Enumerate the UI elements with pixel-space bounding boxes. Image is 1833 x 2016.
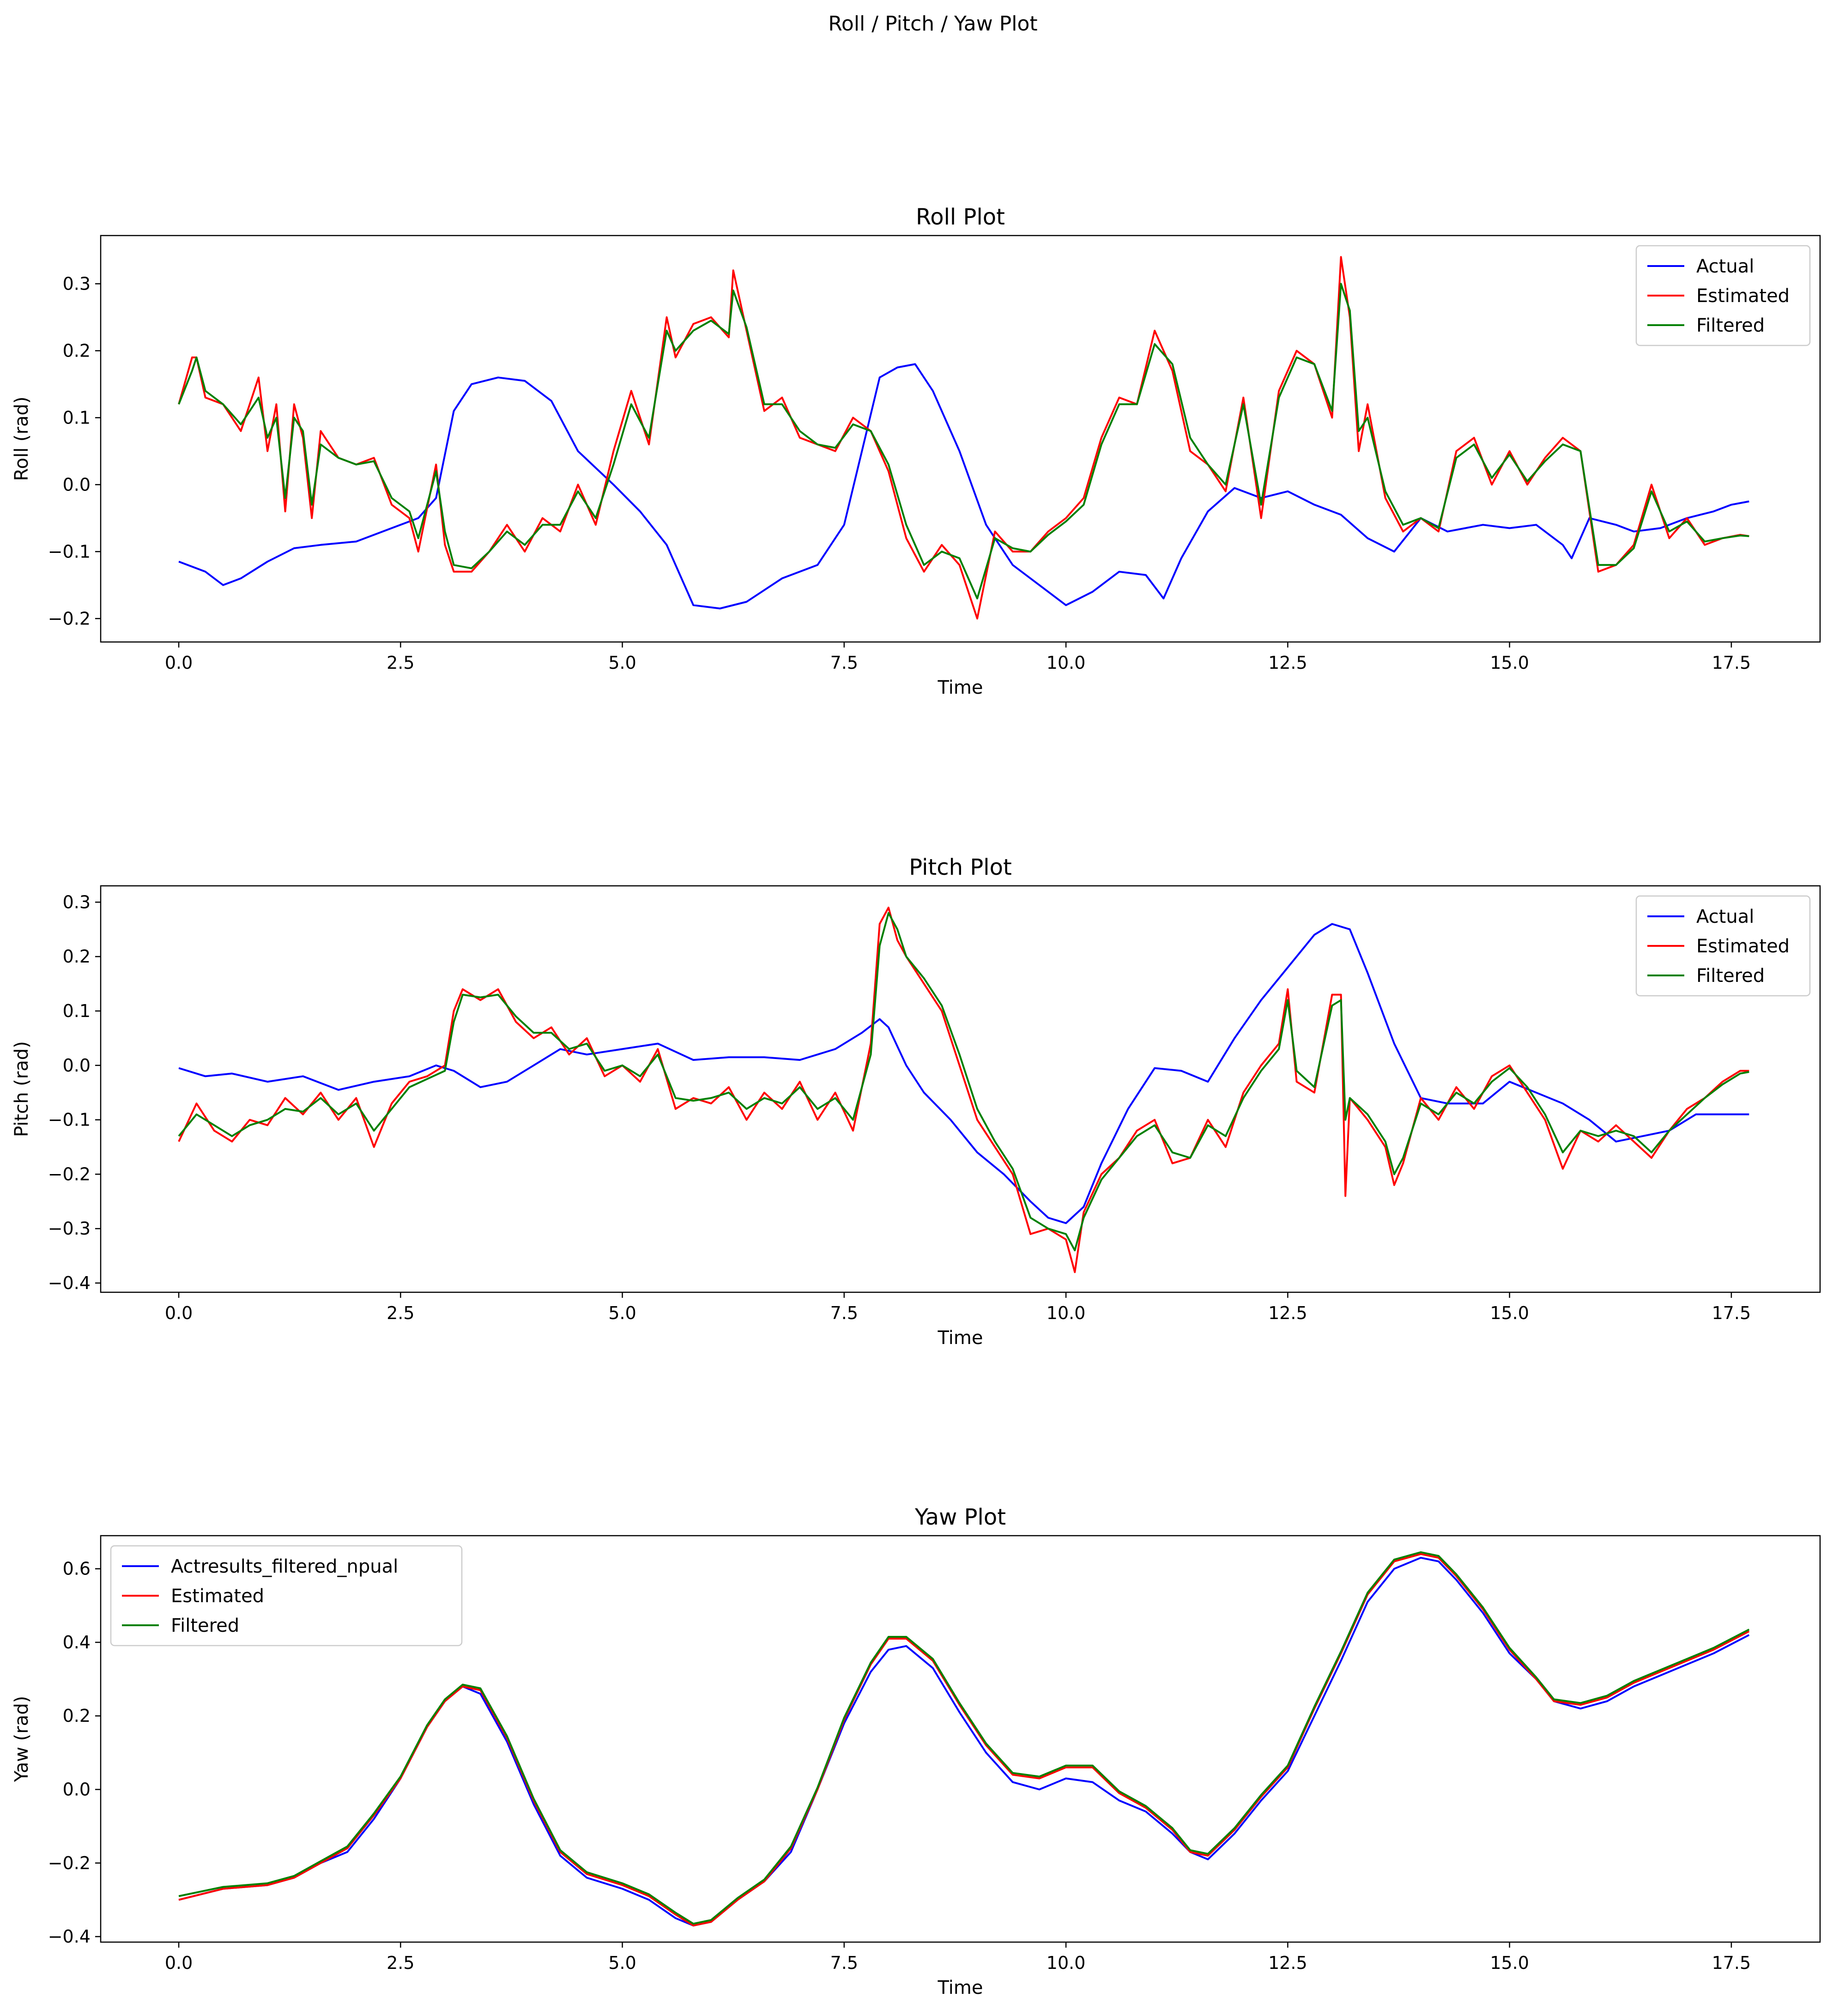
x-tick-label: 0.0 (165, 1953, 193, 1973)
y-tick-label: 0.2 (63, 1706, 91, 1726)
x-tick-label: 7.5 (830, 1953, 858, 1973)
series-line-estimated (178, 1553, 1750, 1927)
x-tick-label: 15.0 (1490, 653, 1529, 673)
x-tick-label: 0.0 (165, 653, 193, 673)
y-axis-label: Roll (rad) (11, 397, 32, 481)
y-tick-label: 0.0 (63, 474, 91, 495)
y-tick-label: 0.0 (63, 1055, 91, 1076)
series-line-estimated (178, 907, 1749, 1273)
x-axis-label: Time (938, 1977, 983, 1998)
series-line-filtered (178, 283, 1749, 599)
legend-label: Estimated (171, 1586, 264, 1607)
x-tick-label: 15.0 (1490, 1953, 1529, 1973)
y-tick-label: −0.3 (48, 1218, 91, 1239)
plot-frame (100, 1535, 1821, 1943)
x-axis-label: Time (938, 677, 983, 698)
y-tick-label: 0.3 (63, 273, 91, 294)
legend-label: Filtered (1696, 315, 1765, 336)
plot-frame (100, 885, 1821, 1293)
legend-box (1635, 895, 1811, 997)
y-tick-label: 0.4 (63, 1632, 91, 1653)
x-tick-label: 15.0 (1490, 1303, 1529, 1323)
x-tick-label: 0.0 (165, 1303, 193, 1323)
y-axis-label: Yaw (rad) (11, 1696, 32, 1782)
y-tick-label: −0.2 (48, 1164, 91, 1184)
x-tick-label: 10.0 (1047, 1953, 1086, 1973)
figure-suptitle: Roll / Pitch / Yaw Plot (828, 12, 1037, 36)
x-tick-label: 5.0 (608, 1303, 636, 1323)
y-tick-label: −0.4 (48, 1273, 91, 1293)
y-tick-label: 0.6 (63, 1559, 91, 1579)
legend-label: Actresults_filtered_npual (171, 1556, 398, 1577)
x-tick-label: 12.5 (1268, 1953, 1307, 1973)
panel-1: 0.0 2.5 5.0 7.5 10.0 12.5 15.0 17.5 −0.2 −0.1 0.0 0… (11, 204, 1821, 698)
x-axis-label: Time (938, 1327, 983, 1349)
y-axis-label: Pitch (rad) (11, 1041, 32, 1137)
panel-3: 0.0 2.5 5.0 7.5 10.0 12.5 15.0 17.5 −0.4 −0.2 0.0 0… (11, 1504, 1821, 1998)
y-tick-label: 0.2 (63, 946, 91, 967)
x-tick-label: 5.0 (608, 1953, 636, 1973)
legend-label: Filtered (1696, 965, 1765, 987)
legend-label: Actual (1696, 906, 1754, 927)
x-tick-label: 12.5 (1268, 653, 1307, 673)
x-tick-label: 7.5 (830, 653, 858, 673)
legend-box (1635, 245, 1811, 346)
y-tick-label: 0.1 (63, 407, 91, 428)
legend: Actual Estimated Filtered (1635, 895, 1811, 997)
panel-2: 0.0 2.5 5.0 7.5 10.0 12.5 15.0 17.5 −0.4 −0.3 −0.2… (11, 854, 1821, 1349)
y-tick-label: −0.2 (48, 1853, 91, 1873)
x-tick-label: 2.5 (387, 1303, 414, 1323)
plot-title: Roll Plot (916, 204, 1005, 230)
x-tick-label: 10.0 (1047, 653, 1086, 673)
y-tick-label: −0.1 (48, 1110, 91, 1130)
series-line-filtered (178, 912, 1749, 1252)
legend-box (110, 1545, 463, 1647)
y-tick-label: −0.1 (48, 541, 91, 562)
legend-label: Filtered (171, 1615, 239, 1636)
plot-frame (100, 235, 1821, 643)
legend-label: Estimated (1696, 285, 1790, 307)
plot-title: Yaw Plot (914, 1504, 1006, 1530)
plot-title: Pitch Plot (909, 854, 1012, 880)
y-tick-label: 0.1 (63, 1001, 91, 1021)
y-tick-label: 0.2 (63, 340, 91, 361)
legend: Actresults_filtered_npual Estimated Filter… (110, 1545, 463, 1647)
x-tick-label: 5.0 (608, 653, 636, 673)
x-tick-label: 2.5 (387, 1953, 414, 1973)
series-line-actual (178, 363, 1749, 610)
series-line-filtered (178, 1551, 1750, 1925)
legend: Actual Estimated Filtered (1635, 245, 1811, 346)
legend-label: Actual (1696, 256, 1754, 277)
y-tick-label: 0.0 (63, 1780, 91, 1800)
x-tick-label: 7.5 (830, 1303, 858, 1323)
y-tick-label: −0.2 (48, 608, 91, 629)
x-tick-label: 17.5 (1712, 1303, 1751, 1323)
y-tick-label: 0.3 (63, 892, 91, 912)
x-tick-label: 2.5 (387, 653, 414, 673)
x-tick-label: 17.5 (1712, 1953, 1751, 1973)
x-tick-label: 17.5 (1712, 653, 1751, 673)
x-tick-label: 10.0 (1047, 1303, 1086, 1323)
legend-label: Estimated (1696, 936, 1790, 957)
y-tick-label: −0.4 (48, 1926, 91, 1947)
x-tick-label: 12.5 (1268, 1303, 1307, 1323)
